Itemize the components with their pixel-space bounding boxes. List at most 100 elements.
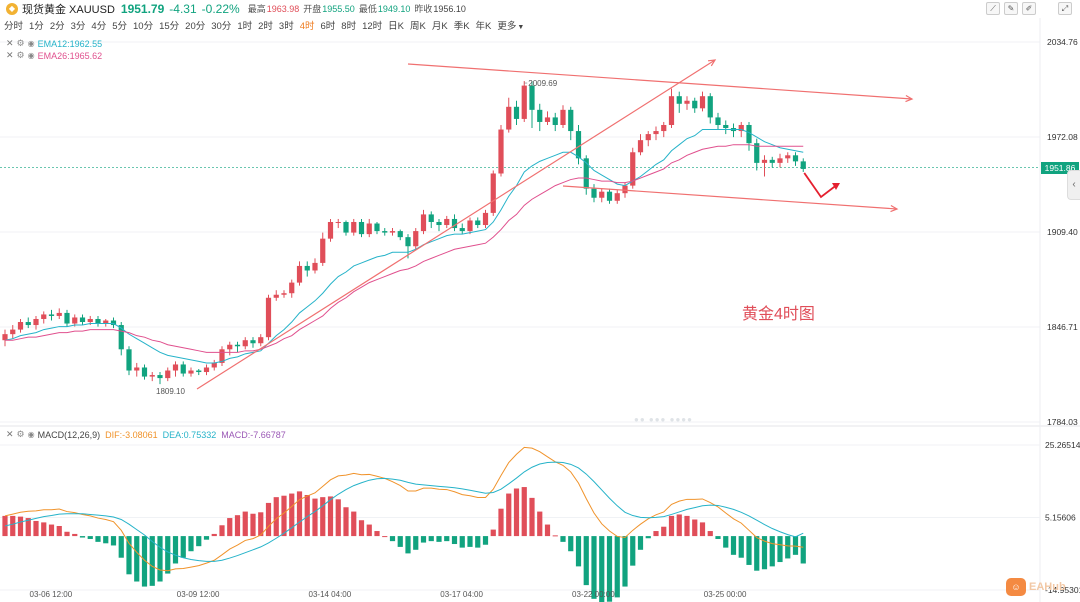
ema12-legend: ✕ ⚙ ◉ EMA12:1962.55 <box>6 38 102 49</box>
period-tab[interactable]: 季K <box>453 21 470 32</box>
period-tab[interactable]: 更多▼ <box>497 21 525 32</box>
close-icon[interactable]: ✕ <box>6 429 14 439</box>
close-icon[interactable]: ✕ <box>6 50 14 60</box>
candle-body <box>87 318 93 323</box>
high-value: 1963.98 <box>266 3 300 14</box>
eye-icon[interactable]: ◉ <box>27 51 35 60</box>
macd-bar <box>351 511 357 537</box>
low-value: 1949.10 <box>377 3 411 14</box>
candle-body <box>312 262 318 271</box>
x-tick-label: 03-17 04:00 <box>440 590 483 599</box>
macd-bar <box>761 536 768 570</box>
period-tab[interactable]: 2时 <box>258 21 273 32</box>
symbol-title: 现货黄金 XAUUSD <box>22 3 115 16</box>
macd-bar <box>10 515 16 537</box>
x-tick-label: 03-14 04:00 <box>309 590 352 599</box>
macd-bar <box>645 536 651 539</box>
candle-body <box>242 340 248 347</box>
macd-bar <box>335 499 341 537</box>
candle-body <box>482 212 489 226</box>
macd-bar <box>87 536 93 539</box>
macd-bar <box>583 536 589 586</box>
macd-bar <box>792 536 799 555</box>
candle-body <box>2 334 8 341</box>
eye-icon[interactable]: ◉ <box>27 430 35 439</box>
macd-bar <box>451 536 458 545</box>
pencil-icon[interactable]: ✐ <box>1022 2 1036 15</box>
period-tab[interactable]: 3时 <box>278 21 294 32</box>
candle-body <box>777 158 783 163</box>
period-tab[interactable]: 3分 <box>70 21 86 32</box>
price-change: -4.31 <box>169 1 197 16</box>
period-tab[interactable]: 4分 <box>91 21 107 32</box>
candle-body <box>203 367 210 373</box>
period-tab[interactable]: 30分 <box>211 21 232 32</box>
ema12-value: EMA12:1962.55 <box>37 38 103 49</box>
period-tab[interactable]: 1分 <box>29 21 44 32</box>
fullscreen-icon[interactable]: ⤢ <box>1058 2 1072 15</box>
eye-icon[interactable]: ◉ <box>27 39 35 48</box>
gear-icon[interactable]: ⚙ <box>16 429 25 439</box>
period-tab[interactable]: 分时 <box>4 21 24 32</box>
gear-icon[interactable]: ⚙ <box>16 50 25 60</box>
candle-body <box>211 362 217 368</box>
period-tab[interactable]: 年K <box>475 21 492 32</box>
close-icon[interactable]: ✕ <box>6 38 14 48</box>
macd-bar <box>521 487 527 537</box>
macd-bar <box>591 536 597 599</box>
macd-bar <box>676 514 682 537</box>
macd-dif-line <box>4 446 804 572</box>
candle-body <box>444 218 450 226</box>
candle-body <box>420 214 427 232</box>
macd-bar <box>196 536 202 547</box>
macd-bar <box>258 512 264 537</box>
macd-bar <box>366 524 372 537</box>
ema26-line <box>5 144 804 353</box>
y-tick-label: 1784.03 <box>1047 417 1078 427</box>
chart-line-icon[interactable]: ⟋ <box>986 2 1000 15</box>
prev-close-label: 昨收 <box>414 4 433 14</box>
period-tab[interactable]: 2分 <box>49 21 65 32</box>
period-tab[interactable]: 周K <box>410 21 426 32</box>
candle-body <box>126 349 132 371</box>
candle-body <box>715 117 721 125</box>
period-tab[interactable]: 6时 <box>320 21 336 32</box>
pencil-icon[interactable]: ✎ <box>1004 2 1018 15</box>
candle-body <box>320 238 326 263</box>
candle-body <box>17 322 24 330</box>
period-tab[interactable]: 1时 <box>237 21 253 32</box>
candle-body <box>498 129 504 174</box>
channel-lower-line <box>562 185 898 210</box>
macd-bar <box>730 536 737 555</box>
candle-body <box>79 317 86 323</box>
candle-body <box>537 109 543 122</box>
chevron-left-icon[interactable]: ‹ <box>1067 170 1080 200</box>
period-tab[interactable]: 20分 <box>185 21 206 32</box>
period-tabs: 分时 1分 2分 3分 4分 5分 10分 15分 20分 30分 1时 2时 3时 4时 6时 8时 12时日… <box>4 18 530 32</box>
macd-bar <box>134 536 140 582</box>
macd-bar <box>17 516 24 537</box>
candle-body <box>196 370 202 373</box>
macd-bar <box>250 513 256 537</box>
period-tab[interactable]: 10分 <box>133 21 154 32</box>
period-tab[interactable]: 12时 <box>362 21 383 32</box>
candle-body <box>10 329 16 335</box>
macd-bar <box>599 536 605 602</box>
candle-body <box>754 143 760 163</box>
period-tab[interactable]: 5分 <box>112 21 127 32</box>
macd-bar <box>738 536 744 558</box>
period-tab[interactable]: 15分 <box>159 21 180 32</box>
candle-body <box>41 314 47 319</box>
candle-body <box>227 344 233 350</box>
high-label: 最高 <box>247 4 266 14</box>
period-tab[interactable]: 日K <box>388 21 405 32</box>
candle-body <box>180 364 186 374</box>
candle-body <box>327 221 334 239</box>
gear-icon[interactable]: ⚙ <box>16 38 25 48</box>
ema26-legend: ✕ ⚙ ◉ EMA26:1965.62 <box>6 50 102 61</box>
period-tab[interactable]: 月K <box>431 21 448 32</box>
period-tab[interactable]: 8时 <box>341 21 357 32</box>
period-tab[interactable]: 4时 <box>299 21 315 32</box>
